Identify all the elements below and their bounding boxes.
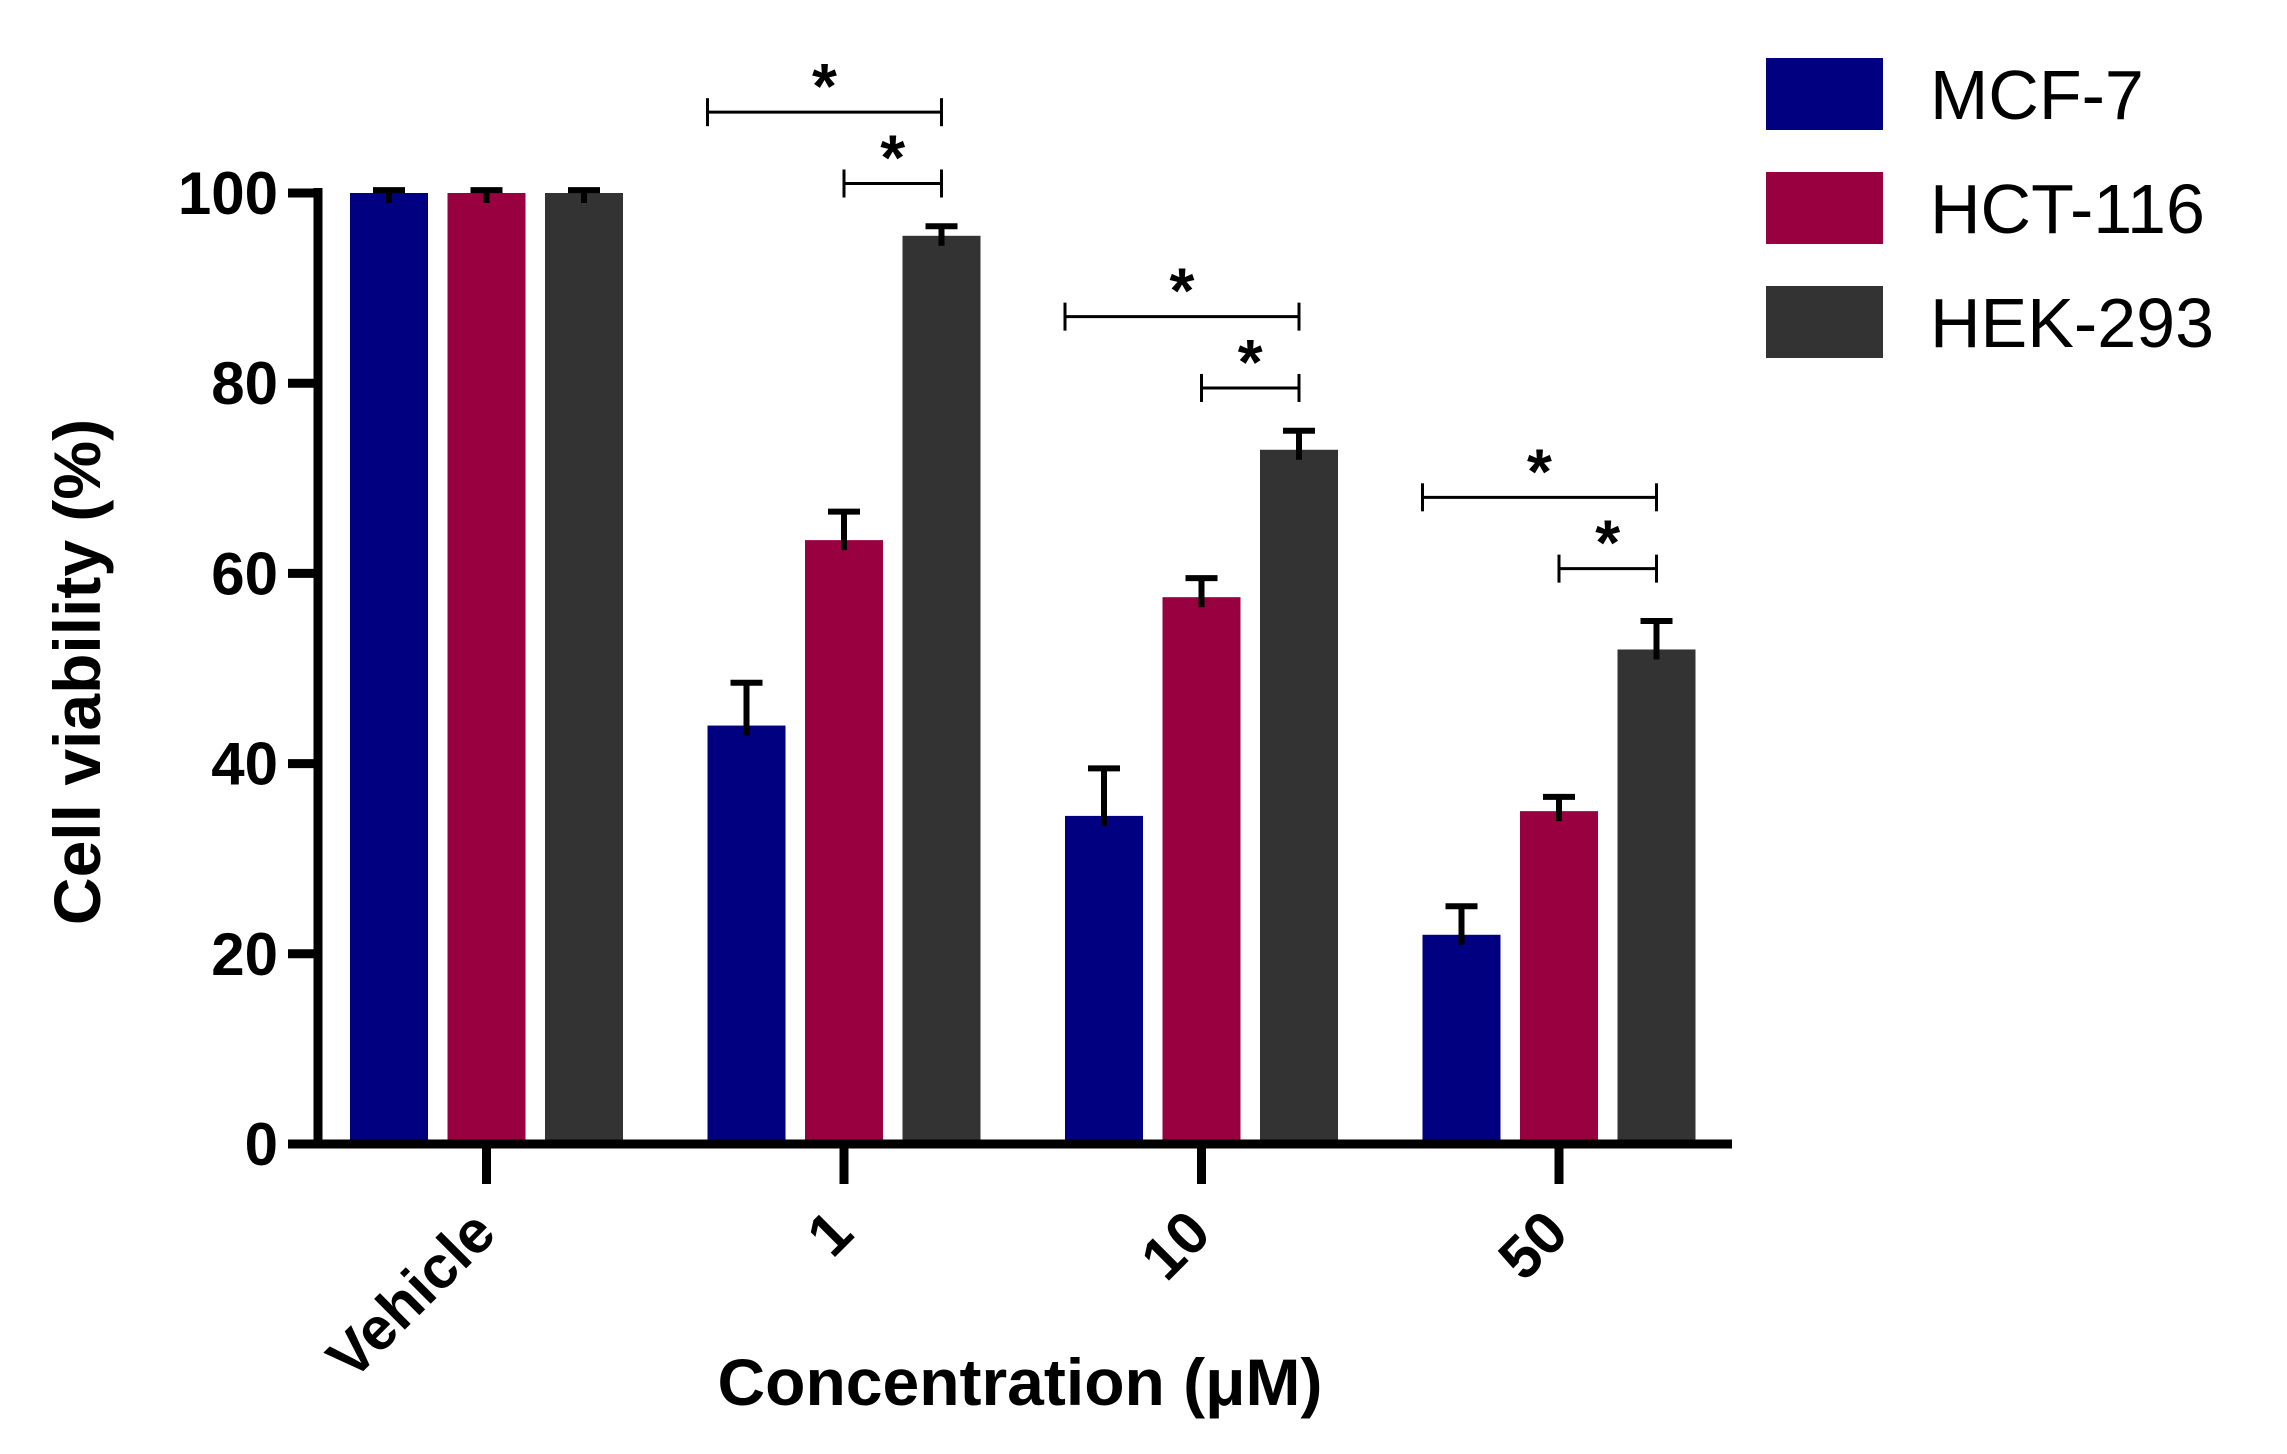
bar-hek-293-1	[902, 235, 981, 1145]
significance-star: *	[1170, 255, 1195, 327]
y-tick-label: 0	[245, 1111, 278, 1178]
x-axis-title: Concentration (μM)	[718, 1345, 1323, 1419]
legend-swatch-mcf-7	[1766, 58, 1883, 130]
legend-swatch-hct-116	[1766, 172, 1883, 244]
bar-hct-116-vehicle	[447, 193, 526, 1144]
x-tick-label: 1	[794, 1198, 865, 1269]
bar-hct-116-50	[1520, 811, 1598, 1144]
x-tick-label: Vehicle	[314, 1198, 508, 1392]
significance-star: *	[1238, 326, 1263, 398]
y-axis-title: Cell viability (%)	[40, 419, 114, 925]
bar-mcf-7-10	[1065, 815, 1143, 1144]
significance-star: *	[880, 121, 905, 193]
bar-mcf-7-vehicle	[350, 193, 428, 1144]
bar-hct-116-10	[1162, 597, 1241, 1144]
axes-layer	[313, 188, 1732, 1149]
y-tick-label: 80	[211, 350, 278, 417]
y-tick-label: 20	[211, 921, 278, 988]
significance-star: *	[1595, 507, 1620, 579]
significance-layer: * * * * * *	[706, 50, 1658, 583]
bar-mcf-7-1	[707, 725, 786, 1144]
legend: MCF-7 HCT-116 HEK-293	[1766, 56, 2214, 362]
x-tick-label: 10	[1128, 1198, 1223, 1293]
bar-hek-293-10	[1260, 449, 1338, 1144]
significance-star: *	[1527, 435, 1552, 507]
y-tick-label: 60	[211, 540, 278, 607]
bar-hek-293-50	[1617, 649, 1696, 1144]
bar-hct-116-1	[805, 540, 883, 1144]
y-tick-label: 100	[178, 160, 278, 227]
legend-label-hek-293: HEK-293	[1930, 284, 2214, 362]
bars-layer	[350, 193, 1696, 1145]
legend-swatch-hek-293	[1766, 286, 1883, 358]
y-ticks: 0 20 40 60 80 100	[178, 160, 318, 1178]
x-tick-label: 50	[1486, 1198, 1581, 1293]
significance-star: *	[812, 50, 837, 122]
y-tick-label: 40	[211, 731, 278, 798]
error-bars-layer	[373, 187, 1673, 945]
bar-mcf-7-50	[1422, 934, 1501, 1144]
legend-label-mcf-7: MCF-7	[1930, 56, 2144, 134]
legend-label-hct-116: HCT-116	[1930, 170, 2205, 248]
bar-hek-293-vehicle	[545, 193, 623, 1144]
